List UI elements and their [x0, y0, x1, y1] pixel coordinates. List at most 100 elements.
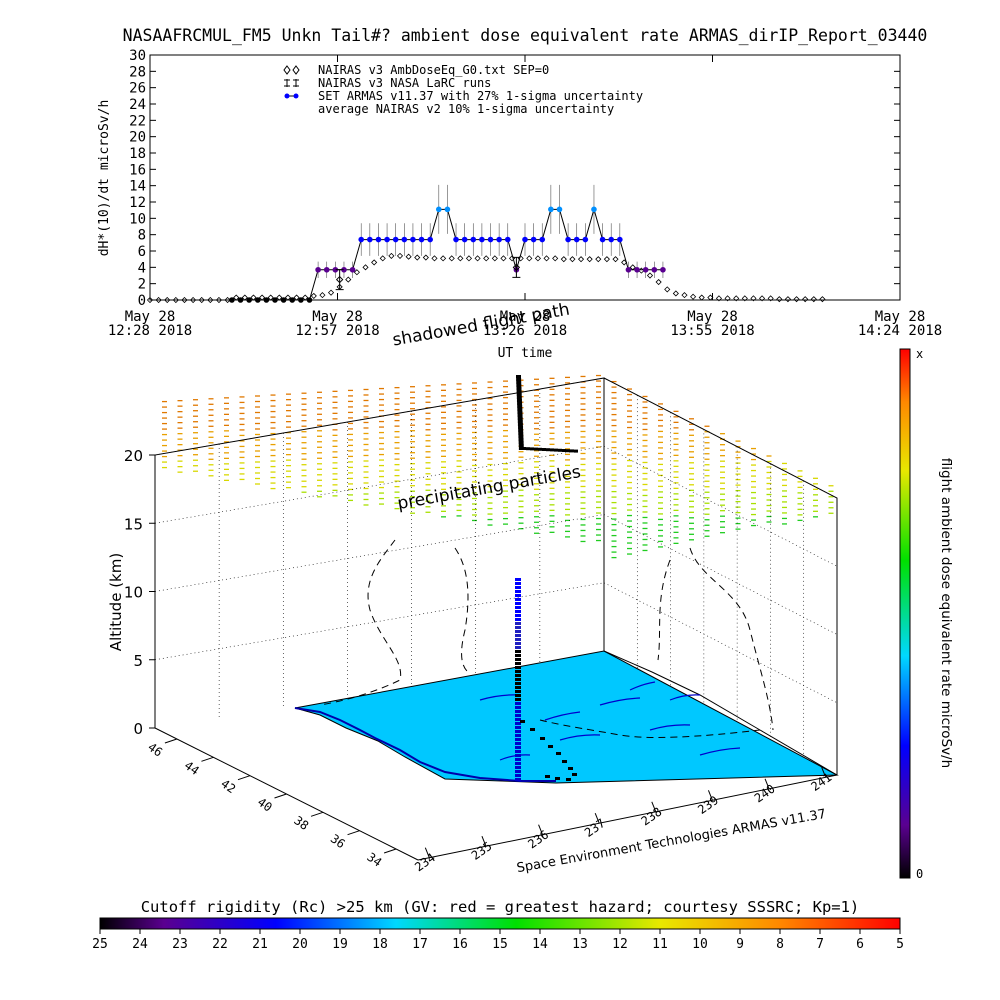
cutoff-rigidity-colorbar: Cutoff rigidity (Rc) >25 km (GV: red = g…	[92, 898, 904, 952]
nairas-point	[810, 296, 817, 303]
armas-point	[332, 266, 339, 273]
y-tick-label: 10	[129, 211, 146, 227]
altitude-tick-label: 10	[124, 584, 143, 602]
track-point	[515, 662, 521, 665]
nairas-point	[207, 296, 214, 304]
longitude-tick-label: 239	[695, 793, 721, 817]
armas-point	[435, 206, 442, 213]
nairas-point	[396, 252, 404, 259]
legend-entry: SET ARMAS v11.37 with 27% 1-sigma uncert…	[284, 89, 643, 103]
nairas-point	[414, 254, 421, 261]
nairas-point	[345, 276, 352, 283]
track-point	[515, 686, 521, 689]
rigidity-tick-label: 7	[816, 937, 824, 952]
nairas-point	[569, 256, 576, 263]
track-point	[526, 447, 530, 451]
track-point	[516, 399, 522, 402]
armas-point	[479, 236, 485, 243]
nairas-point	[491, 255, 498, 262]
longitude-tick-label: 240	[752, 782, 778, 806]
track-point	[566, 778, 571, 781]
armas-point	[660, 266, 666, 273]
nairas-point	[353, 269, 360, 276]
track-point	[515, 646, 521, 649]
track-point	[516, 375, 521, 378]
track-point	[515, 698, 521, 701]
x-tick-label-time: 12:57 2018	[295, 323, 379, 339]
track-point	[515, 766, 521, 769]
track-point	[518, 429, 524, 432]
x-tick-label-time: 12:28 2018	[108, 323, 192, 339]
track-point	[548, 745, 553, 748]
armas-point	[263, 297, 270, 303]
track-point	[516, 384, 522, 387]
longitude-tick-label: 238	[639, 805, 665, 829]
track-point	[517, 408, 523, 411]
track-point	[570, 449, 574, 453]
x-tick-label-time: 14:24 2018	[858, 323, 942, 339]
nairas-point	[715, 295, 723, 302]
longitude-tick-label: 236	[525, 827, 551, 851]
nairas-point	[310, 292, 317, 299]
nairas-point	[146, 296, 154, 304]
y-tick-label: 6	[138, 244, 146, 260]
track-point	[534, 447, 538, 451]
coastline	[294, 707, 556, 782]
armas-point	[487, 236, 494, 243]
longitude-tick	[538, 824, 544, 835]
track-point	[572, 773, 577, 776]
track-point	[515, 774, 521, 777]
nairas-point	[552, 255, 559, 262]
armas-point	[358, 236, 365, 243]
precipitating-particles-field	[162, 374, 834, 559]
track-point	[517, 414, 523, 417]
path-projection-right-2	[657, 559, 671, 661]
nairas-point	[405, 253, 412, 260]
nairas-point	[724, 295, 731, 302]
armas-point	[573, 236, 580, 243]
track-point	[515, 614, 521, 617]
nairas-point	[379, 255, 386, 262]
ground-contour	[629, 681, 656, 691]
path-projection-left-2	[454, 547, 469, 673]
track-point	[550, 448, 554, 452]
track-point	[517, 411, 523, 414]
armas-point	[634, 266, 640, 273]
rigidity-tick-label: 18	[372, 937, 388, 952]
nairas-point	[534, 255, 541, 262]
track-point	[538, 447, 542, 451]
armas-point	[625, 266, 632, 273]
grid-3d	[154, 377, 838, 758]
track-point	[515, 610, 521, 613]
rigidity-tick-label: 24	[132, 937, 148, 952]
track-point	[515, 734, 521, 737]
track-point	[518, 435, 524, 438]
y-tick-label: 16	[129, 162, 146, 178]
track-point	[515, 618, 521, 621]
armas-point	[384, 236, 390, 243]
rigidity-tick-label: 19	[332, 937, 348, 952]
armas-point	[375, 236, 382, 243]
latitude-tick-label: 34	[364, 850, 384, 870]
track-point	[555, 777, 560, 780]
latitude-tick	[201, 756, 214, 762]
legend-label: NAIRAS v3 AmbDoseEq_G0.txt SEP=0	[318, 63, 549, 77]
track-point	[574, 449, 578, 453]
nairas-point	[802, 296, 809, 303]
rigidity-tick-label: 17	[412, 937, 428, 952]
armas-point	[315, 266, 321, 273]
track-point	[515, 674, 521, 677]
track-point	[515, 714, 521, 717]
armas-point	[367, 236, 373, 243]
ground-contour	[559, 734, 601, 741]
track-point	[545, 775, 550, 778]
rigidity-tick-label: 6	[856, 937, 864, 952]
nairas-point	[181, 296, 188, 304]
legend-dot-symbol	[284, 93, 290, 99]
track-point	[515, 678, 521, 681]
nairas-point	[440, 255, 447, 262]
armas-point	[392, 236, 399, 243]
ground-contour	[699, 747, 741, 756]
track-point	[515, 594, 521, 597]
